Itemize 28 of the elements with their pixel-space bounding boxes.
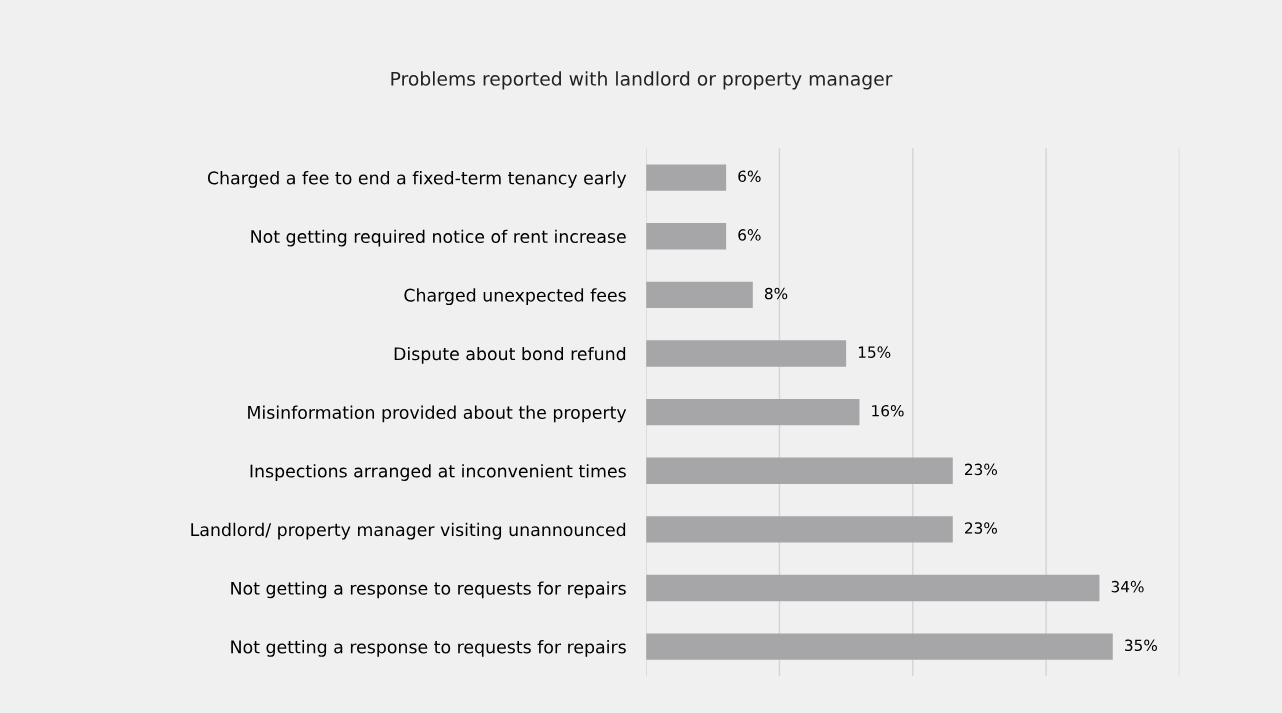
data-label: 34% (1111, 580, 1144, 593)
bar (646, 516, 953, 543)
y-tick-label: Not getting a response to requests for repairs (231, 581, 626, 599)
y-tick-label: Charged unexpected fees (404, 288, 626, 306)
data-label: 23% (965, 522, 998, 534)
bar (646, 574, 1100, 602)
data-label: 6% (738, 229, 761, 241)
y-tick-label: Landlord/ property manager visiting unannounced (191, 522, 626, 540)
data-label: 16% (872, 404, 904, 417)
bar (646, 164, 727, 191)
data-label: 23% (965, 463, 998, 476)
bar (646, 398, 860, 426)
y-tick-label: Not getting a response to requests for repairs (231, 640, 626, 657)
y-tick-label: Inspections arranged at inconvenient times (250, 464, 626, 481)
chart-title: Problems reported with landlord or property manager (391, 71, 893, 90)
data-label: 6% (738, 170, 761, 183)
bar (646, 340, 847, 367)
bar (646, 281, 753, 309)
data-label: 15% (858, 346, 891, 358)
bar (646, 223, 727, 250)
data-label: 8% (764, 287, 788, 300)
bar (646, 633, 1113, 660)
data-label: 35% (1125, 639, 1157, 652)
bar (646, 457, 953, 484)
y-tick-label: Not getting required notice of rent increase (251, 229, 626, 247)
y-tick-label: Misinformation provided about the property (248, 405, 627, 423)
y-tick-label: Charged a fee to end a fixed-term tenancy early (207, 171, 627, 188)
y-tick-label: Dispute about bond refund (394, 346, 626, 364)
